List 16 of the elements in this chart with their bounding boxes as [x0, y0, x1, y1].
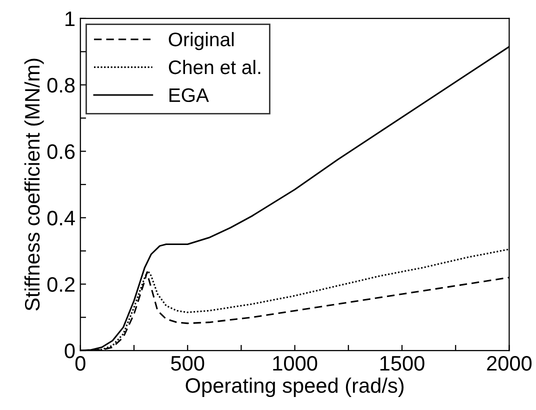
x-tick-label: 500 — [171, 356, 204, 371]
legend-label: EGA — [169, 88, 209, 102]
legend-label: Original — [168, 32, 234, 50]
y-tick-label: 0.4 — [47, 210, 75, 226]
x-tick-label: 0 — [75, 356, 86, 371]
x-tick-label: 2000 — [487, 356, 532, 371]
y-tick-label: 0.2 — [47, 277, 74, 292]
x-axis-title: Operating speed (rad/s) — [186, 378, 404, 398]
y-axis-title: Stiffness coefficient (MN/m) — [24, 58, 44, 311]
y-tick-label: 1 — [66, 12, 75, 26]
x-tick-label: 1500 — [380, 356, 424, 371]
legend-label: Chen et al. — [168, 60, 260, 74]
y-tick-label: 0.6 — [47, 144, 75, 160]
y-tick-label: 0 — [64, 344, 75, 358]
x-tick-label: 1000 — [273, 356, 318, 371]
y-tick-label: 0.8 — [47, 78, 75, 93]
